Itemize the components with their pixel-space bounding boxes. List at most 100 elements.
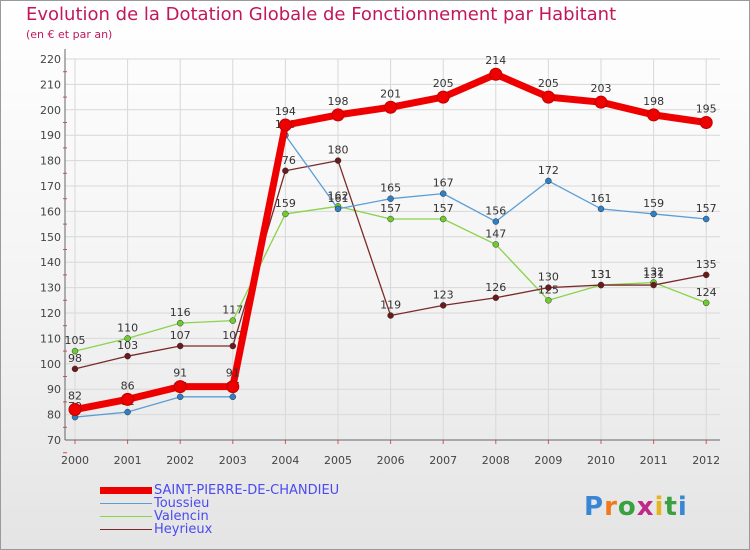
y-tick-label: 130: [40, 282, 61, 295]
data-point-heyrieux: [176, 342, 184, 350]
x-tick-label: 2009: [534, 454, 562, 467]
data-point-saint-pierre-de-chandieu: [699, 116, 713, 129]
y-tick-label: 200: [40, 104, 61, 117]
data-point-heyrieux: [387, 312, 394, 319]
y-tick-label: 220: [40, 53, 61, 66]
legend-item: Valencin: [100, 510, 339, 523]
data-point-saint-pierre-de-chandieu: [594, 95, 608, 109]
data-label-valencin: 117: [222, 304, 243, 317]
data-point-toussieu: [124, 408, 131, 416]
data-point-heyrieux: [650, 281, 657, 289]
data-label-valencin: 147: [485, 227, 506, 240]
data-label-valencin: 131: [591, 268, 612, 281]
data-label-heyrieux: 107: [170, 329, 191, 342]
logo-letter: P: [584, 492, 605, 522]
legend-item: SAINT-PIERRE-DE-CHANDIEU: [100, 484, 339, 497]
y-tick-label: 80: [47, 409, 61, 422]
x-tick-label: 2007: [429, 454, 457, 467]
data-point-saint-pierre-de-chandieu: [226, 380, 240, 394]
legend-label: Valencin: [154, 509, 209, 524]
data-point-toussieu: [229, 393, 237, 401]
data-point-toussieu: [650, 210, 657, 218]
proxiti-logo: Proxiti: [584, 492, 688, 522]
data-point-valencin: [282, 210, 289, 218]
logo-letter: o: [617, 492, 637, 522]
legend-swatch: [100, 528, 152, 531]
data-point-toussieu: [176, 393, 184, 401]
x-tick-label: 2010: [587, 454, 615, 467]
data-label-saint-pierre-de-chandieu: 201: [380, 87, 401, 100]
data-label-valencin: 110: [117, 321, 138, 334]
data-label-toussieu: 156: [485, 205, 506, 218]
data-label-valencin: 157: [433, 202, 454, 215]
data-label-valencin: 162: [328, 189, 349, 202]
data-label-saint-pierre-de-chandieu: 198: [328, 95, 349, 108]
data-point-toussieu: [597, 205, 605, 213]
legend: SAINT-PIERRE-DE-CHANDIEU Toussieu Valencin…: [100, 484, 339, 536]
data-label-toussieu: 165: [380, 182, 401, 195]
logo-letter: r: [604, 492, 618, 522]
y-tick-label: 180: [40, 155, 61, 168]
data-point-saint-pierre-de-chandieu: [489, 67, 503, 81]
data-point-saint-pierre-de-chandieu: [436, 90, 450, 104]
data-point-saint-pierre-de-chandieu: [384, 100, 398, 114]
data-point-heyrieux: [71, 365, 79, 373]
data-point-valencin: [702, 299, 710, 307]
y-tick-label: 210: [40, 78, 61, 91]
data-label-saint-pierre-de-chandieu: 91: [226, 367, 240, 380]
x-tick-label: 2006: [377, 454, 405, 467]
data-point-saint-pierre-de-chandieu: [278, 118, 292, 132]
data-label-toussieu: 167: [433, 177, 454, 190]
data-label-valencin: 132: [643, 266, 664, 279]
x-tick-label: 2008: [482, 454, 510, 467]
data-point-heyrieux: [545, 284, 552, 291]
x-tick-label: 2003: [219, 454, 247, 467]
x-tick-label: 2004: [271, 454, 299, 467]
data-label-heyrieux: 98: [68, 352, 82, 365]
legend-label: SAINT-PIERRE-DE-CHANDIEU: [154, 483, 340, 498]
data-label-saint-pierre-de-chandieu: 194: [275, 105, 296, 118]
data-label-saint-pierre-de-chandieu: 91: [173, 367, 187, 380]
x-tick-label: 2011: [640, 454, 668, 467]
y-tick-label: 140: [40, 256, 61, 269]
data-point-heyrieux: [282, 167, 289, 175]
y-tick-label: 170: [40, 180, 61, 193]
logo-letter: t: [664, 492, 678, 522]
data-label-heyrieux: 103: [117, 339, 138, 352]
data-point-heyrieux: [492, 294, 500, 302]
data-point-valencin: [71, 347, 79, 355]
data-point-saint-pierre-de-chandieu: [173, 380, 187, 394]
data-label-saint-pierre-de-chandieu: 205: [538, 77, 559, 90]
data-point-heyrieux: [124, 352, 131, 360]
data-label-valencin: 157: [380, 202, 401, 215]
data-label-valencin: 124: [696, 286, 717, 299]
data-point-valencin: [545, 297, 552, 304]
data-point-valencin: [229, 317, 237, 324]
data-point-valencin: [439, 215, 447, 223]
data-label-heyrieux: 119: [380, 299, 401, 312]
y-tick-label: 120: [40, 307, 61, 320]
data-point-toussieu: [387, 195, 394, 202]
y-tick-label: 150: [40, 231, 61, 244]
data-point-saint-pierre-de-chandieu: [541, 90, 555, 104]
legend-swatch: [100, 515, 152, 518]
data-point-heyrieux: [439, 302, 447, 309]
legend-item: Toussieu: [100, 497, 339, 510]
data-point-valencin: [387, 215, 394, 223]
legend-swatch: [100, 487, 152, 494]
data-point-heyrieux: [702, 271, 710, 279]
data-point-saint-pierre-de-chandieu: [121, 392, 135, 406]
data-label-saint-pierre-de-chandieu: 203: [591, 82, 612, 95]
data-label-heyrieux: 107: [222, 329, 243, 342]
y-tick-label: 100: [40, 358, 61, 371]
data-label-toussieu: 159: [643, 197, 664, 210]
y-tick-label: 110: [40, 332, 61, 345]
data-label-valencin: 159: [275, 197, 296, 210]
x-tick-label: 2002: [166, 454, 194, 467]
data-point-heyrieux: [334, 157, 342, 164]
data-point-saint-pierre-de-chandieu: [68, 403, 82, 417]
data-label-saint-pierre-de-chandieu: 205: [433, 77, 454, 90]
data-label-toussieu: 161: [591, 192, 612, 205]
y-tick-label: 160: [40, 205, 61, 218]
